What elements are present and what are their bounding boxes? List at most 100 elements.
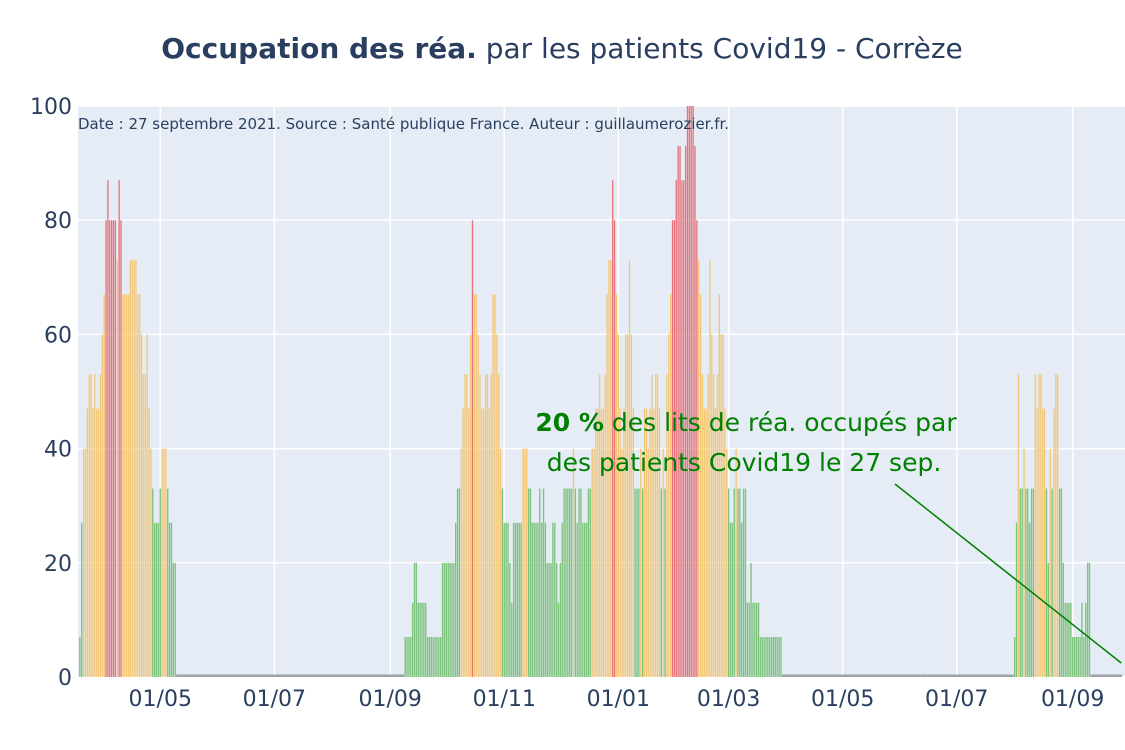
bar xyxy=(662,448,664,677)
bar xyxy=(931,674,934,677)
bar xyxy=(843,674,846,677)
bar xyxy=(811,674,814,677)
bar xyxy=(972,674,975,677)
bar xyxy=(636,488,638,677)
bar xyxy=(101,334,103,677)
bar xyxy=(256,674,259,677)
x-tick-label: 01/01 xyxy=(587,687,650,712)
bar xyxy=(389,674,392,677)
bar xyxy=(303,674,306,677)
bar xyxy=(533,522,535,677)
y-tick-label: 100 xyxy=(30,95,72,120)
bar xyxy=(1045,488,1048,677)
bar xyxy=(1071,637,1074,677)
bar xyxy=(150,448,152,677)
bar xyxy=(993,674,996,677)
bar xyxy=(176,674,179,677)
bar xyxy=(746,602,749,677)
x-tick-label: 01/09 xyxy=(359,687,422,712)
bar xyxy=(335,674,337,677)
bar xyxy=(679,145,681,678)
bar xyxy=(249,674,251,677)
bar xyxy=(580,488,582,677)
bar xyxy=(1040,374,1042,677)
bar xyxy=(355,674,358,677)
bar xyxy=(1083,637,1085,677)
bar xyxy=(430,637,433,677)
bar xyxy=(574,488,576,677)
bar xyxy=(167,488,169,677)
bar xyxy=(451,562,453,677)
bar xyxy=(557,602,560,677)
bar xyxy=(604,374,606,677)
bar xyxy=(1109,674,1111,677)
bar xyxy=(103,294,105,677)
bar xyxy=(834,674,837,677)
bar xyxy=(254,674,257,677)
bar xyxy=(308,674,311,677)
bar xyxy=(178,674,180,677)
bar xyxy=(209,674,212,677)
bar xyxy=(486,374,489,677)
bar xyxy=(415,562,418,677)
bar xyxy=(767,637,769,677)
bar xyxy=(983,674,986,677)
bar xyxy=(879,674,882,677)
bar xyxy=(99,374,102,677)
annotation-arrow xyxy=(894,483,1122,664)
bar xyxy=(213,674,216,677)
bar xyxy=(673,220,676,677)
bar xyxy=(501,488,504,677)
bar xyxy=(965,674,968,677)
bar xyxy=(849,674,852,677)
bar xyxy=(750,562,752,677)
bar xyxy=(265,674,268,677)
bar xyxy=(1053,408,1055,677)
bar xyxy=(623,408,625,677)
bar xyxy=(215,674,218,677)
bar xyxy=(813,674,816,677)
bar xyxy=(514,522,517,677)
y-axis: 0 20 40 60 80 100 xyxy=(30,95,72,691)
bar xyxy=(202,674,205,677)
bar xyxy=(475,294,477,677)
bar xyxy=(344,674,347,677)
bar xyxy=(974,674,977,677)
bar xyxy=(552,522,554,677)
source-caption: Date : 27 septembre 2021. Source : Santé… xyxy=(78,115,729,133)
bar xyxy=(1090,674,1093,677)
bar xyxy=(707,374,709,677)
bar xyxy=(1028,522,1031,677)
bar xyxy=(338,674,341,677)
bar xyxy=(744,488,747,677)
bar xyxy=(845,674,848,677)
bar xyxy=(641,488,644,677)
bar xyxy=(393,674,395,677)
bar xyxy=(520,522,522,677)
bar xyxy=(526,448,528,677)
bar xyxy=(1034,374,1036,677)
bar xyxy=(423,602,425,677)
bar xyxy=(733,488,735,677)
bar xyxy=(830,674,833,677)
bar xyxy=(312,674,315,677)
bar xyxy=(411,602,414,677)
bar xyxy=(372,674,375,677)
bar xyxy=(699,294,702,677)
bar xyxy=(293,674,296,677)
bar xyxy=(713,374,715,677)
bar xyxy=(909,674,911,677)
bar xyxy=(765,637,767,677)
bar xyxy=(886,674,889,677)
bar xyxy=(1081,602,1083,677)
bar xyxy=(894,674,896,677)
bar xyxy=(1096,674,1098,677)
bar xyxy=(488,408,490,677)
bar xyxy=(748,602,750,677)
bar xyxy=(305,674,308,677)
bar xyxy=(295,674,298,677)
bar xyxy=(681,180,683,678)
bar xyxy=(839,674,842,677)
bar xyxy=(484,374,487,677)
